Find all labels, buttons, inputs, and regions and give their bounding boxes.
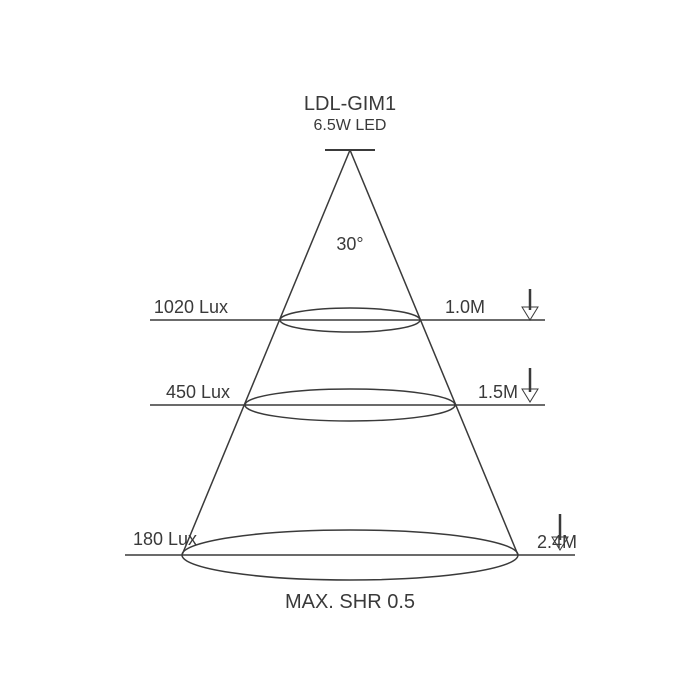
cone-side-right bbox=[350, 150, 518, 555]
product-code: LDL-GIM1 bbox=[304, 93, 396, 115]
level-2-lux: 450 Lux bbox=[166, 382, 230, 402]
product-wattage: 6.5W LED bbox=[314, 117, 387, 134]
beam-angle-label: 30° bbox=[336, 234, 363, 254]
light-cone-diagram: LDL-GIM1 6.5W LED 30° 1020 Lux 1.0M 450 … bbox=[0, 0, 700, 700]
level-1-lux: 1020 Lux bbox=[154, 297, 228, 317]
footer-shr: MAX. SHR 0.5 bbox=[285, 591, 415, 613]
level-1-distance: 1.0M bbox=[445, 297, 485, 317]
level-3-distance: 2.4M bbox=[537, 532, 577, 552]
level-1-arrow bbox=[522, 289, 538, 320]
level-3-lux: 180 Lux bbox=[133, 529, 197, 549]
level-2-distance: 1.5M bbox=[478, 382, 518, 402]
cone-side-left bbox=[182, 150, 350, 555]
level-2-arrow bbox=[522, 368, 538, 402]
